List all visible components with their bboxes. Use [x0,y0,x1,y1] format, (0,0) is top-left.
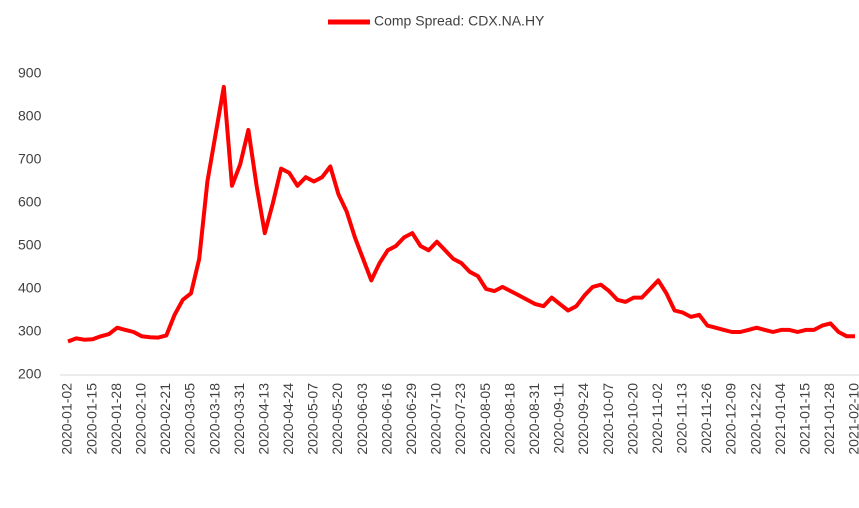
x-tick-label: 2020-12-22 [747,383,763,455]
x-tick-label: 2020-12-09 [723,383,739,455]
x-tick-label: 2020-01-15 [83,383,99,455]
x-tick-label: 2020-03-31 [231,383,247,455]
x-tick-label: 2020-03-05 [182,383,198,455]
x-tick-label: 2021-02-10 [846,383,859,455]
legend-label: Comp Spread: CDX.NA.HY [374,13,545,29]
x-tick-label: 2020-11-13 [674,383,690,454]
y-tick-label: 800 [18,108,42,124]
y-tick-label: 700 [18,151,42,167]
x-tick-label: 2020-08-18 [501,383,517,455]
y-tick-label: 900 [18,65,42,81]
x-tick-label: 2020-10-20 [624,383,640,455]
y-tick-label: 300 [18,323,42,339]
x-tick-label: 2020-11-26 [698,383,714,454]
y-tick-label: 500 [18,237,42,253]
x-tick-label: 2020-09-11 [551,383,567,454]
y-tick-label: 200 [18,366,42,382]
x-tick-label: 2020-07-10 [428,383,444,455]
x-tick-label: 2020-10-07 [600,383,616,455]
x-tick-label: 2020-02-21 [157,383,173,455]
line [67,84,855,344]
x-tick-label: 2020-03-18 [206,383,222,455]
x-tick-label: 2020-06-03 [354,383,370,455]
x-tick-label: 2021-01-04 [772,383,788,455]
x-tick-label: 2020-05-07 [305,383,321,455]
x-tick-label: 2020-04-13 [255,383,271,455]
x-tick-label: 2020-02-10 [132,383,148,455]
x-tick-label: 2020-01-02 [59,383,75,455]
x-tick-label: 2021-01-15 [797,383,813,455]
x-tick-label: 2020-06-29 [403,383,419,455]
x-tick-label: 2020-08-31 [526,383,542,455]
x-tick-label: 2020-09-24 [575,383,591,455]
y-tick-label: 400 [18,280,42,296]
x-tick-label: 2021-01-28 [821,383,837,455]
x-tick-label: 2020-04-24 [280,383,296,455]
x-tick-label: 2020-08-05 [477,383,493,455]
x-tick-label: 2020-11-02 [649,383,665,454]
x-tick-label: 2020-05-20 [329,383,345,455]
x-tick-label: 2020-01-28 [108,383,124,455]
x-tick-label: 2020-07-23 [452,383,468,455]
x-tick-label: 2020-06-16 [378,383,394,455]
y-tick-label: 600 [18,194,42,210]
